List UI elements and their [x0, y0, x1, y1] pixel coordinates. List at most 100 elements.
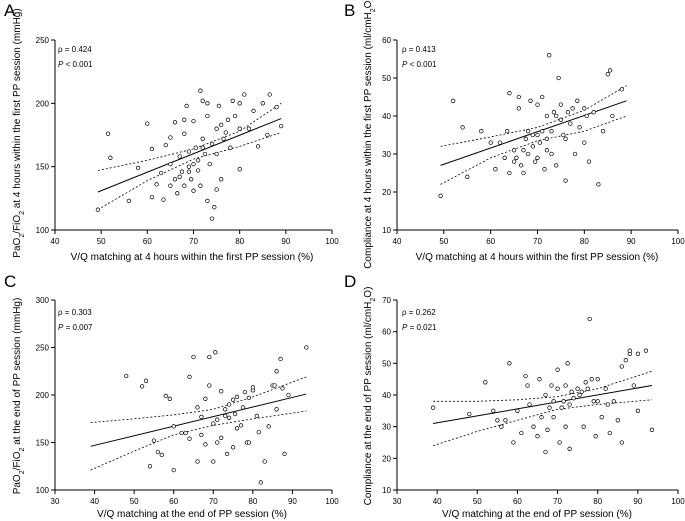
- data-point: [515, 408, 520, 413]
- x-axis-label: V/Q matching at 4 hours within the first…: [71, 252, 314, 263]
- data-point: [572, 151, 578, 157]
- x-tick-label: 90: [627, 237, 636, 246]
- data-point: [460, 125, 465, 130]
- data-point: [561, 132, 566, 138]
- data-point: [163, 393, 168, 399]
- data-point: [282, 451, 287, 457]
- x-tick-label: 80: [580, 237, 589, 246]
- y-axis-label: PaO2/FiO2 at the end of PP session (mmHg…: [12, 298, 26, 495]
- y-tick-label: 150: [36, 163, 50, 172]
- data-point: [200, 98, 205, 103]
- data-point: [212, 205, 217, 210]
- data-point: [540, 94, 545, 100]
- data-point: [558, 102, 564, 107]
- data-point: [216, 103, 222, 109]
- data-point: [177, 154, 182, 159]
- annotation-rho: ρ = 0.424: [58, 45, 92, 54]
- data-point: [184, 103, 189, 109]
- panel-a: A PaO2/FiO2 at 4 hours within the first …: [4, 1, 339, 263]
- data-point: [547, 53, 552, 58]
- x-axis-label: V/Q matching at 4 hours within the first…: [416, 252, 659, 263]
- data-point: [254, 413, 259, 419]
- x-tick-label: 100: [671, 237, 685, 246]
- x-tick-label: 100: [325, 497, 339, 506]
- data-point: [246, 126, 252, 131]
- data-point: [543, 392, 548, 398]
- data-point: [151, 438, 157, 443]
- data-point: [605, 402, 610, 407]
- data-point: [535, 155, 540, 160]
- data-point: [223, 407, 228, 412]
- data-point: [596, 182, 601, 187]
- data-point: [525, 383, 530, 388]
- data-point: [219, 122, 224, 128]
- data-point: [593, 434, 598, 439]
- y-tick-label: 30: [382, 150, 391, 159]
- data-point: [199, 432, 204, 438]
- ci-lower-line: [97, 132, 282, 211]
- data-point: [205, 113, 210, 119]
- data-point: [195, 405, 200, 410]
- data-point: [240, 405, 246, 410]
- y-tick-label: 20: [382, 454, 391, 463]
- y-axis-label-text: PaO2/FiO2 at 4 hours within the first PP…: [12, 8, 26, 257]
- y-tick-label: 200: [36, 99, 50, 108]
- data-point: [237, 167, 242, 172]
- data-point: [575, 98, 580, 103]
- x-tick-label: 100: [325, 237, 339, 246]
- data-point: [540, 129, 545, 134]
- data-point: [619, 364, 624, 369]
- data-point: [603, 386, 608, 391]
- data-point: [186, 169, 192, 174]
- x-tick-label: 80: [248, 497, 257, 506]
- data-point: [549, 383, 554, 388]
- x-tick-label: 70: [553, 497, 562, 506]
- annotation-rho: ρ = 0.303: [58, 308, 92, 317]
- panel-letter: D: [344, 272, 356, 291]
- data-point: [511, 440, 516, 445]
- data-point: [507, 170, 512, 176]
- x-tick-label: 30: [51, 497, 60, 506]
- data-point: [203, 396, 208, 401]
- data-point: [226, 415, 232, 420]
- data-point: [186, 164, 192, 169]
- y-axis-label-text: PaO2/FiO2 at the end of PP session (mmHg…: [12, 298, 26, 495]
- y-tick-label: 10: [382, 486, 391, 495]
- data-point: [95, 207, 101, 212]
- y-axis-label: PaO2/FiO2 at 4 hours within the first PP…: [12, 8, 26, 257]
- plot-area: 40 50 60 70 80 90 100 100 150 200 250: [36, 36, 340, 246]
- data-point: [555, 386, 560, 391]
- y-tick-label: 60: [382, 36, 391, 45]
- data-point: [242, 92, 247, 97]
- ci-upper-line: [90, 376, 307, 423]
- data-point: [521, 148, 526, 153]
- data-point: [224, 451, 230, 457]
- data-point: [213, 350, 218, 355]
- y-axis-label: Compliance at the end of PP session (ml/…: [363, 287, 377, 506]
- x-tick-label: 90: [633, 497, 642, 506]
- data-point: [108, 155, 113, 160]
- panel-letter: C: [4, 272, 16, 291]
- data-point: [649, 427, 655, 432]
- data-point: [586, 159, 592, 164]
- data-point: [599, 415, 604, 420]
- data-point: [242, 389, 248, 395]
- data-point: [516, 106, 521, 111]
- data-point: [260, 101, 265, 106]
- x-tick-label: 40: [90, 497, 99, 506]
- data-point: [168, 183, 173, 188]
- data-point: [230, 98, 235, 103]
- data-point: [569, 389, 574, 394]
- data-point: [265, 132, 270, 138]
- data-point: [274, 104, 279, 110]
- data-point: [161, 197, 166, 202]
- data-point: [595, 399, 600, 404]
- data-point: [438, 193, 443, 198]
- data-point: [304, 345, 309, 350]
- y-tick-label: 60: [382, 328, 391, 337]
- x-tick-label: 60: [513, 497, 522, 506]
- data-point: [607, 430, 612, 436]
- regression-line: [90, 393, 307, 447]
- data-point: [246, 395, 252, 401]
- data-point: [549, 151, 554, 157]
